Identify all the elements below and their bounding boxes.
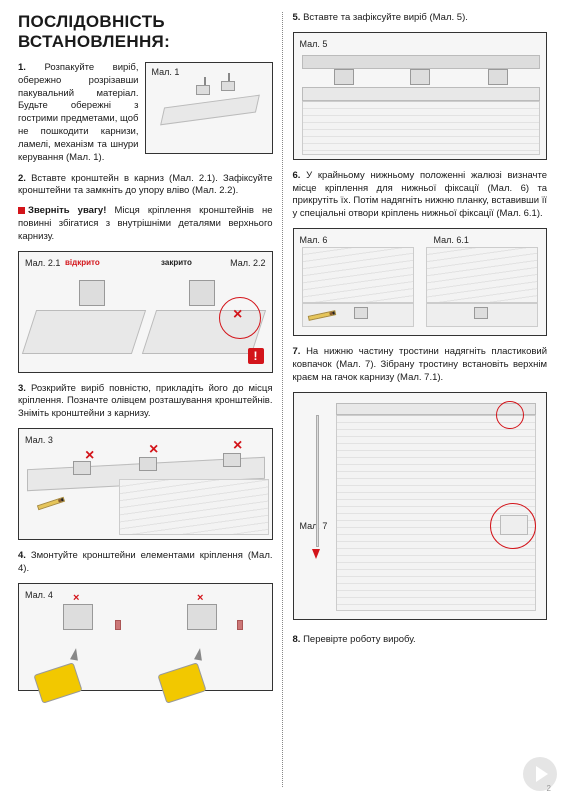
page-title: ПОСЛІДОВНІСТЬ ВСТАНОВЛЕННЯ: [18, 12, 273, 52]
open-label: відкрито [65, 258, 100, 267]
fig4-drill-1-tip [70, 647, 80, 660]
step-4-body: Змонтуйте кронштейни елементами кріпленн… [18, 550, 273, 574]
step-8-body: Перевірте роботу виробу. [303, 634, 416, 645]
figure-22-label: Мал. 2.2 [230, 258, 265, 268]
fig1-rail [160, 95, 260, 126]
fig2-bracket-right [189, 280, 215, 306]
fig3-b2 [139, 457, 157, 471]
fig2-x-icon: × [233, 306, 242, 324]
fig4-dowel-1 [115, 620, 121, 630]
step-7: 7. На нижню частину тростини надягніть п… [293, 346, 548, 384]
step-6-num: 6. [293, 170, 301, 181]
step-6: 6. У крайньому нижньому положенні жалюзі… [293, 170, 548, 221]
figure-4-label: Мал. 4 [25, 590, 53, 600]
figure-7-label: Мал. 7 [300, 521, 328, 531]
figure-1: Мал. 1 [145, 62, 273, 154]
step-8-num: 8. [293, 634, 301, 645]
step-1-num: 1. [18, 62, 26, 73]
fig7-circle-1 [496, 401, 524, 429]
fig4-drill-1 [33, 662, 82, 704]
left-column: ПОСЛІДОВНІСТЬ ВСТАНОВЛЕННЯ: 1. Розпакуйт… [18, 12, 283, 787]
fig7-wand [316, 415, 319, 547]
step-1-body: Розпакуйте виріб, обережно розрізавши па… [18, 62, 139, 163]
fig5-b3 [488, 69, 508, 85]
fig6-clip-l [354, 307, 368, 319]
column-divider [282, 12, 283, 787]
right-column: 5. Вставте та зафіксуйте виріб (Мал. 5).… [283, 12, 548, 787]
step-2-num: 2. [18, 173, 26, 184]
step-5: 5. Вставте та зафіксуйте виріб (Мал. 5). [293, 12, 548, 25]
step-6-body: У крайньому нижньому положенні жалюзі ви… [293, 170, 548, 219]
figure-5: Мал. 5 [293, 32, 548, 160]
step-5-body: Вставте та зафіксуйте виріб (Мал. 5). [303, 12, 468, 23]
figure-3-label: Мал. 3 [25, 435, 53, 445]
closed-label: закрито [161, 258, 192, 267]
fig1-bracket-1 [196, 85, 210, 95]
step-3: 3. Розкрийте виріб повністю, прикладіть … [18, 383, 273, 421]
step-3-num: 3. [18, 383, 26, 394]
page-number: 2 [547, 784, 551, 793]
step-4-num: 4. [18, 550, 26, 561]
fig7-detail-box [500, 515, 528, 535]
figure-1-label: Мал. 1 [152, 67, 180, 77]
fig2-bracket-left [79, 280, 105, 306]
figure-7: Мал. 7 Мал. 7.1 [293, 392, 548, 620]
fig4-drill-2-tip [194, 647, 204, 660]
step-7-body: На нижню частину тростини надягніть плас… [293, 346, 548, 383]
fig5-rail [302, 87, 540, 101]
step-5-num: 5. [293, 12, 301, 23]
fig6-blinds-left [302, 247, 414, 303]
fig1-bracket-2 [221, 81, 235, 91]
fig6-blinds-right [426, 247, 538, 303]
fig4-bracket-1 [63, 604, 93, 630]
fig2-exclamation-icon: ! [248, 348, 264, 364]
step-8: 8. Перевірте роботу виробу. [293, 634, 548, 647]
fig5-blinds [302, 101, 540, 155]
warning: Зверніть увагу! Місця кріплення кронштей… [18, 205, 273, 243]
step-4: 4. Змонтуйте кронштейни елементами кріпл… [18, 550, 273, 576]
fig4-drill-2 [157, 662, 206, 704]
fig2-rail-left [22, 310, 146, 354]
fig6-clip-r [474, 307, 488, 319]
instruction-page: ПОСЛІДОВНІСТЬ ВСТАНОВЛЕННЯ: 1. Розпакуйт… [0, 0, 565, 799]
warning-icon [18, 207, 25, 214]
fig5-b2 [410, 69, 430, 85]
fig3-blinds [119, 479, 269, 535]
fig1-screw-1 [204, 77, 206, 85]
figure-61-label: Мал. 6.1 [434, 235, 469, 245]
figure-4: Мал. 4 × × [18, 583, 273, 691]
warning-label: Зверніть увагу! [28, 205, 106, 216]
fig7-wand-tip [312, 549, 320, 559]
figure-2: Мал. 2.1 відкрито закрито Мал. 2.2 × ! [18, 251, 273, 373]
step-3-body: Розкрийте виріб повністю, прикладіть йог… [18, 383, 273, 420]
fig4-bracket-2 [187, 604, 217, 630]
fig4-dowel-2 [237, 620, 243, 630]
fig5-ceiling [302, 55, 540, 69]
step-2: 2. Вставте кронштейн в карниз (Мал. 2.1)… [18, 173, 273, 199]
figure-3: Мал. 3 × × × [18, 428, 273, 540]
figure-5-label: Мал. 5 [300, 39, 328, 49]
fig4-x1: × [73, 592, 79, 604]
fig5-b1 [334, 69, 354, 85]
fig3-pencil [37, 497, 65, 510]
step-1-text: 1. Розпакуйте виріб, обережно розрізавши… [18, 62, 139, 165]
fig4-x2: × [197, 592, 203, 604]
figure-6-label: Мал. 6 [300, 235, 328, 245]
step-2-body: Вставте кронштейн в карниз (Мал. 2.1). З… [18, 173, 273, 197]
fig3-b3 [223, 453, 241, 467]
play-overlay-icon [523, 757, 557, 791]
figure-6: Мал. 6 Мал. 6.1 [293, 228, 548, 336]
step-1-row: 1. Розпакуйте виріб, обережно розрізавши… [18, 62, 273, 165]
fig3-b1 [73, 461, 91, 475]
figure-21-label: Мал. 2.1 [25, 258, 60, 268]
step-7-num: 7. [293, 346, 301, 357]
fig1-screw-2 [228, 73, 230, 81]
